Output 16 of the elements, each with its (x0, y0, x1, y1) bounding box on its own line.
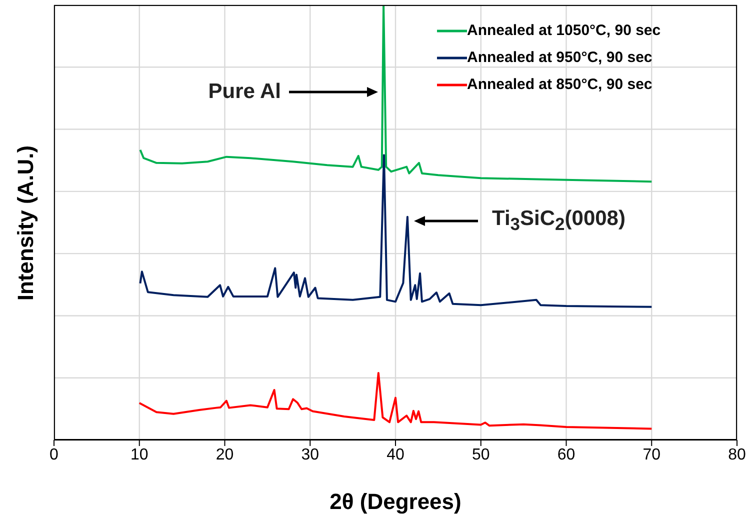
x-tick-label: 30 (301, 446, 320, 464)
x-tick-label: 0 (50, 446, 59, 464)
x-tick-label: 20 (216, 446, 234, 464)
annotation: Pure Al (208, 80, 281, 104)
y-axis-title: Intensity (A.U.) (13, 144, 39, 300)
x-tick-label: 40 (386, 446, 404, 464)
x-tick-label: 70 (642, 446, 661, 464)
legend-label: Annealed at 950°C, 90 sec (467, 48, 652, 68)
legend-label: Annealed at 850°C, 90 sec (467, 75, 652, 95)
x-tick-label: 80 (728, 446, 746, 464)
annotation: Ti$_{3}$SiC$_{2}$(0008) (492, 206, 626, 236)
legend-label: Annealed at 1050°C, 90 sec (467, 21, 661, 41)
x-tick-label: 60 (557, 446, 576, 464)
x-tick-label: 10 (130, 446, 148, 464)
x-axis-title: 2θ (Degrees) (330, 489, 462, 514)
x-tick-label: 50 (472, 446, 490, 464)
